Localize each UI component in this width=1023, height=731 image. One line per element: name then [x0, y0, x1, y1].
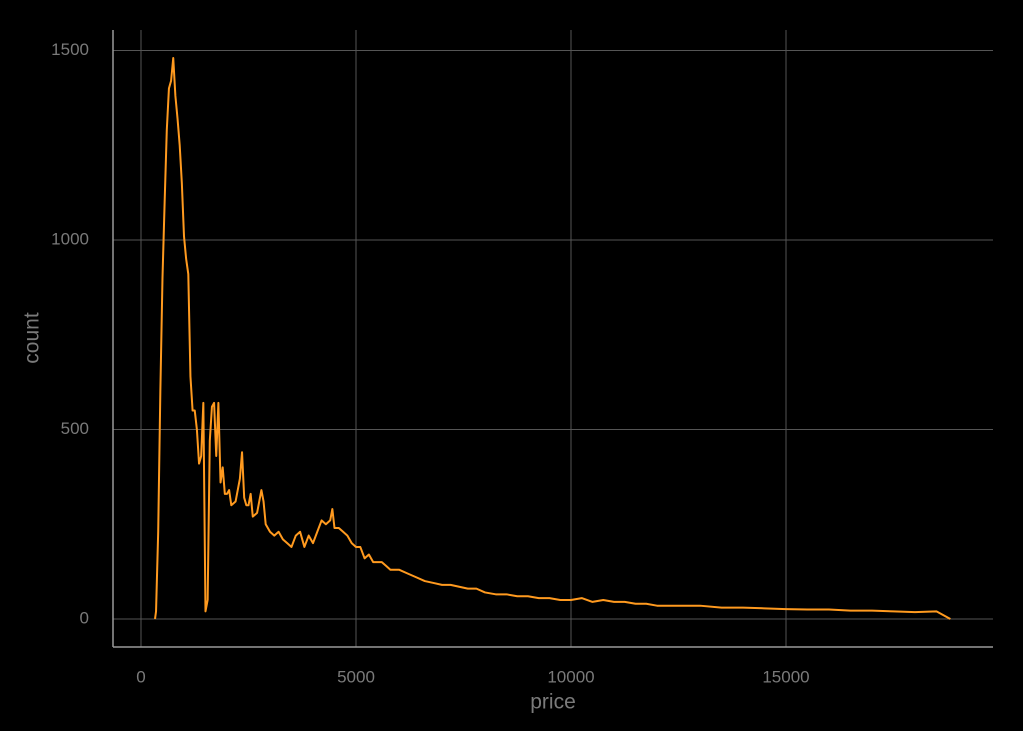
y-tick-label: 500	[61, 419, 89, 438]
y-axis-title: count	[21, 312, 44, 364]
x-tick-label: 10000	[547, 667, 594, 686]
x-tick-label: 15000	[762, 667, 809, 686]
y-tick-label: 0	[80, 608, 89, 627]
line-series	[154, 57, 951, 620]
x-tick-label: 0	[136, 667, 145, 686]
y-tick-label: 1000	[51, 229, 89, 248]
y-tick-label: 1500	[51, 40, 89, 59]
x-tick-label: 5000	[337, 667, 375, 686]
x-axis-title: price	[530, 691, 576, 714]
